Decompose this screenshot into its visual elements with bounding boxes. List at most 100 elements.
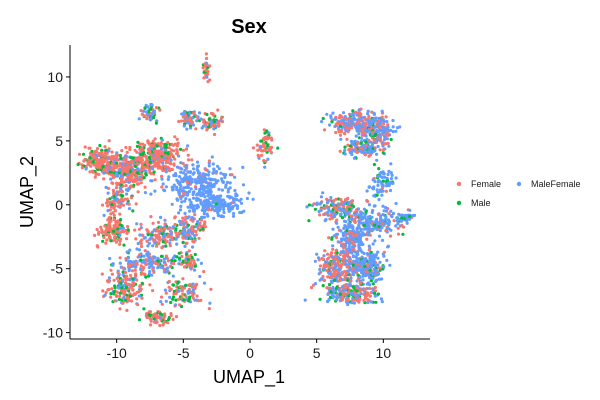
scatter-point-male [400, 216, 404, 220]
x-tick-label: -5 [177, 345, 190, 361]
scatter-point-malefemale [333, 212, 338, 216]
scatter-point-male [148, 160, 152, 164]
scatter-point-male [118, 291, 122, 295]
scatter-point-male [177, 256, 182, 260]
scatter-point-female [131, 280, 135, 285]
scatter-point-female [384, 189, 388, 193]
scatter-point-female [102, 235, 106, 240]
scatter-point-female [143, 185, 147, 189]
scatter-point-female [322, 128, 327, 132]
scatter-point-male [201, 227, 205, 231]
scatter-point-malefemale [234, 203, 238, 207]
scatter-point-malefemale [367, 122, 371, 126]
scatter-point-malefemale [184, 236, 188, 240]
scatter-point-female [126, 164, 130, 169]
scatter-point-malefemale [235, 206, 239, 210]
scatter-point-female [160, 295, 164, 299]
scatter-point-malefemale [149, 192, 153, 196]
scatter-point-female [160, 246, 164, 250]
scatter-point-malefemale [361, 124, 365, 128]
scatter-point-female [156, 262, 160, 266]
scatter-point-malefemale [195, 193, 199, 197]
scatter-point-malefemale [114, 198, 118, 202]
scatter-point-female [119, 179, 124, 184]
scatter-point-female [146, 141, 150, 145]
x-axis-ticks: -10 -5 0 5 10 [107, 339, 391, 361]
scatter-point-malefemale [179, 223, 183, 227]
scatter-point-female [133, 148, 137, 152]
scatter-point-male [347, 207, 352, 211]
scatter-point-malefemale [354, 134, 358, 138]
scatter-point-malefemale [199, 175, 203, 179]
scatter-point-female [104, 291, 108, 295]
scatter-point-malefemale [388, 263, 392, 267]
chart-title: Sex [231, 16, 267, 38]
scatter-point-malefemale [202, 209, 207, 213]
scatter-point-malefemale [370, 253, 374, 257]
scatter-point-male [343, 145, 347, 149]
scatter-point-malefemale [371, 149, 375, 154]
scatter-point-malefemale [389, 128, 393, 132]
scatter-point-malefemale [188, 209, 192, 213]
scatter-point-malefemale [366, 109, 370, 113]
scatter-point-malefemale [367, 145, 371, 149]
scatter-point-malefemale [142, 109, 146, 113]
scatter-point-female [365, 270, 369, 274]
scatter-point-female [121, 266, 125, 270]
scatter-point-malefemale [387, 222, 391, 226]
scatter-point-malefemale [109, 177, 113, 181]
scatter-point-female [133, 228, 137, 232]
scatter-point-malefemale [106, 191, 110, 195]
scatter-point-malefemale [241, 183, 246, 187]
scatter-point-female [129, 273, 133, 278]
scatter-point-female [175, 151, 179, 155]
scatter-point-female [115, 153, 119, 157]
scatter-point-female [158, 235, 162, 240]
scatter-point-malefemale [335, 295, 339, 299]
scatter-point-female [140, 146, 144, 150]
scatter-point-female [145, 163, 150, 167]
scatter-point-female [132, 292, 136, 296]
scatter-point-male [381, 179, 385, 183]
scatter-point-female [184, 118, 188, 122]
scatter-point-malefemale [372, 271, 376, 276]
scatter-point-female [156, 233, 160, 237]
scatter-point-female [102, 177, 106, 181]
scatter-point-female [88, 170, 92, 174]
scatter-point-female [112, 278, 116, 282]
scatter-point-male [142, 307, 146, 311]
scatter-point-male [166, 151, 170, 155]
scatter-point-malefemale [195, 198, 199, 202]
scatter-point-malefemale [352, 143, 356, 147]
scatter-point-female [158, 238, 162, 242]
scatter-point-malefemale [197, 111, 202, 115]
scatter-point-malefemale [193, 268, 197, 272]
scatter-point-male [188, 124, 193, 128]
scatter-point-female [355, 286, 359, 290]
scatter-point-female [365, 263, 370, 268]
scatter-point-malefemale [379, 180, 383, 184]
scatter-point-female [158, 144, 162, 148]
scatter-point-male [143, 106, 147, 110]
scatter-point-female [134, 237, 138, 241]
scatter-point-male [375, 193, 379, 197]
scatter-point-malefemale [144, 110, 149, 114]
scatter-point-female [104, 241, 108, 245]
scatter-point-female [115, 276, 119, 280]
scatter-point-female [312, 202, 316, 206]
scatter-point-male [120, 194, 125, 198]
scatter-point-malefemale [390, 215, 394, 219]
scatter-point-malefemale [343, 115, 347, 119]
scatter-point-malefemale [328, 272, 332, 276]
scatter-point-female [202, 120, 206, 124]
scatter-point-malefemale [148, 270, 152, 274]
scatter-point-female [107, 186, 111, 190]
scatter-point-malefemale [201, 192, 205, 196]
scatter-point-malefemale [365, 252, 370, 256]
scatter-point-male [110, 202, 114, 207]
scatter-point-female [106, 204, 110, 208]
scatter-point-male [381, 151, 385, 155]
scatter-point-female [207, 159, 211, 163]
scatter-point-malefemale [341, 233, 345, 238]
